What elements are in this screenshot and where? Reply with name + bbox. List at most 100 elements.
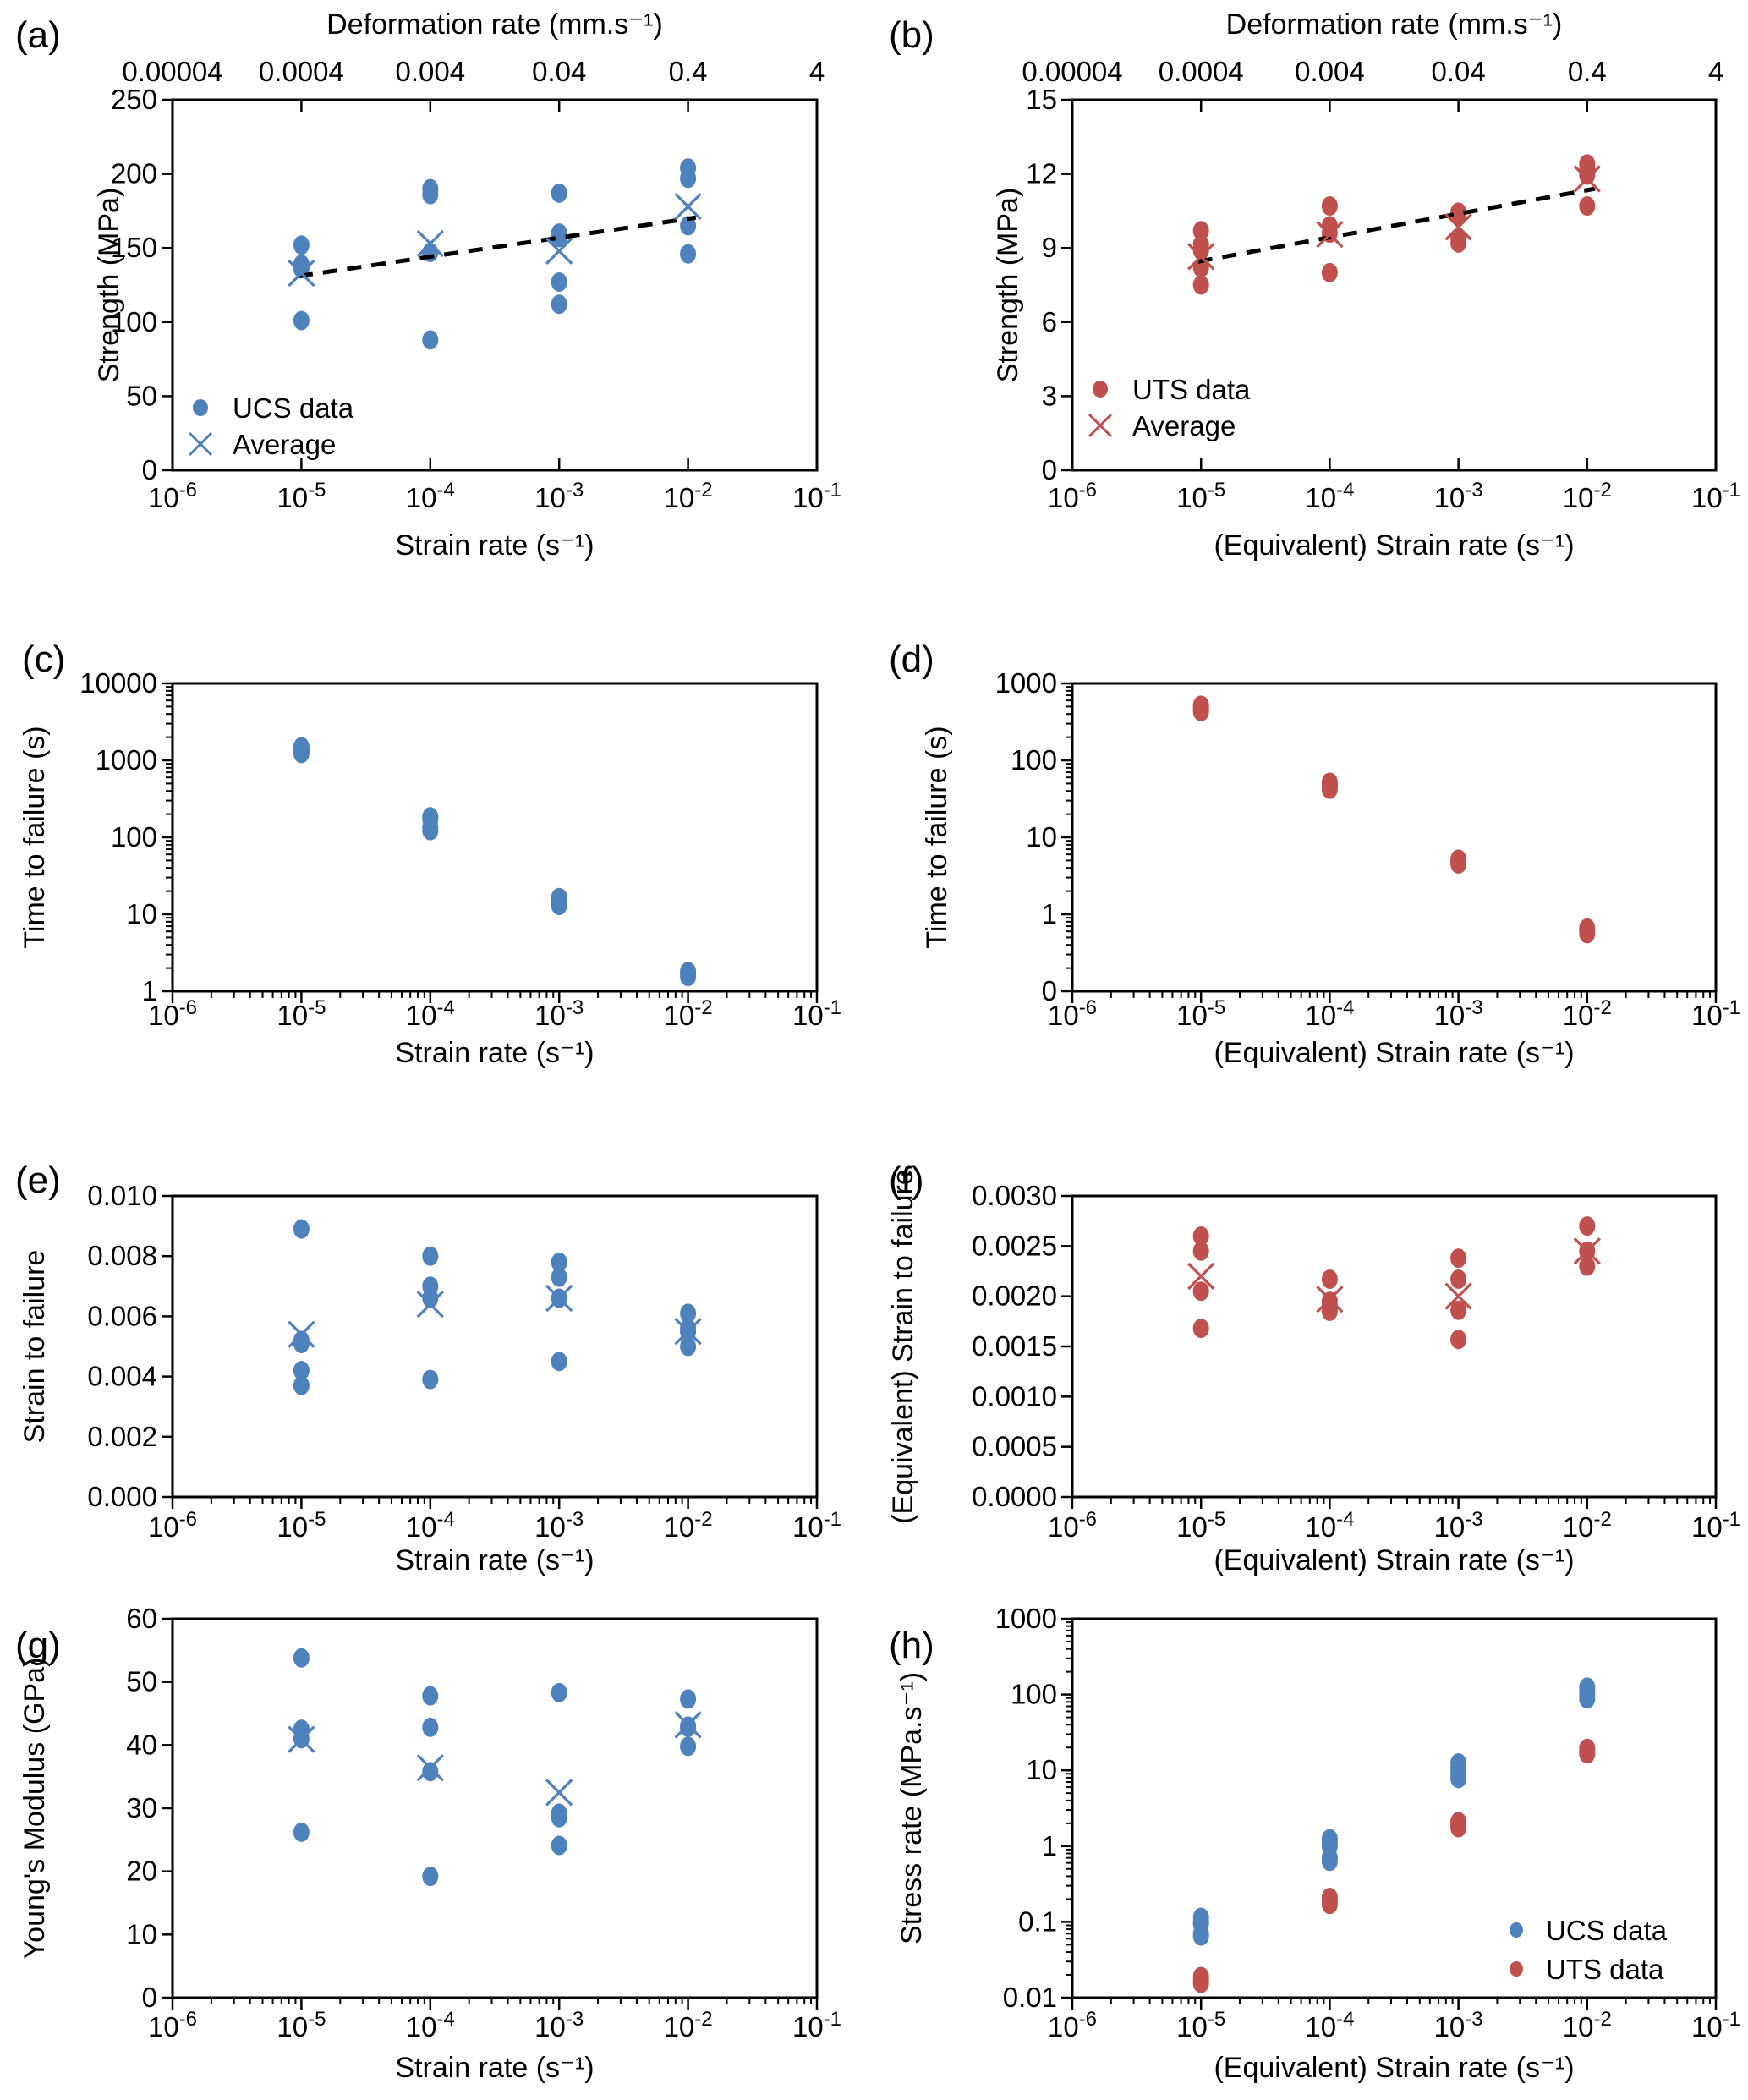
plot-box (171, 1194, 819, 1499)
panel-letter-e: (e) (15, 1160, 61, 1201)
data-point-uts (1450, 854, 1467, 875)
x-tick-label: 10-4 (406, 2008, 455, 2042)
y-tick-label: 10 (126, 898, 157, 929)
data-point-uts (1450, 233, 1467, 253)
y-tick-label: 10 (1026, 1754, 1057, 1785)
y-axis-title: Time to failure (s) (19, 726, 51, 948)
chart-h: (h) 10-6 10-5 10-4 10-3 10-2 10-1 (Equivalent) … (889, 1607, 1740, 2084)
data-point-uts (1450, 1269, 1467, 1289)
data-point-uts (1192, 221, 1209, 241)
panel-letter-c: (c) (22, 639, 65, 680)
x-tick-label: 10-5 (277, 2008, 326, 2042)
y-tick-label: 1000 (96, 744, 157, 776)
y-tick-label: 0 (1042, 454, 1057, 485)
data-point-uts (1450, 1248, 1467, 1269)
data-point-uts (1192, 275, 1209, 295)
y-tick-label: 0.002 (87, 1421, 157, 1452)
data-point-ucs (551, 1252, 567, 1272)
panel-b: (b) Deformation rate (mm.s⁻¹) 0.00004 0.000… (874, 0, 1748, 568)
y-tick-label: 0.0025 (972, 1230, 1057, 1261)
top-axis-tick-label: 0.004 (396, 56, 466, 87)
y-tick-label: 1 (1042, 898, 1057, 929)
x-tick-label: 10-6 (1048, 996, 1097, 1031)
data-point-uts (1450, 206, 1467, 226)
x-axis-title: (Equivalent) Strain rate (s⁻¹) (1214, 1544, 1574, 1576)
panel-letter-a: (a) (15, 14, 61, 56)
data-point-uts (1450, 1300, 1467, 1320)
y-tick-label: 100 (1011, 1679, 1057, 1710)
x-tick-label: 10-2 (664, 2008, 713, 2042)
data-point-ucs (293, 235, 310, 255)
x-tick-label: 10-1 (792, 479, 841, 513)
top-axis-title: Deformation rate (mm.s⁻¹) (1226, 8, 1563, 41)
top-axis-tick-label: 4 (809, 56, 825, 87)
x-tick-label: 10-6 (1048, 2008, 1097, 2042)
y-tick-label: 15 (1026, 84, 1057, 115)
data-point-uts (1192, 1973, 1209, 1993)
y-tick-label: 0.006 (87, 1300, 157, 1331)
x-tick-label: 10-2 (664, 1508, 713, 1543)
x-tick-label: 10-4 (406, 996, 455, 1031)
panel-letter-b: (b) (889, 14, 934, 56)
data-point-uts (1321, 1894, 1338, 1915)
plot-box (171, 1617, 819, 1999)
top-axis-tick-label: 4 (1708, 56, 1723, 87)
plot-box (171, 682, 819, 993)
data-point-ucs (551, 1807, 567, 1828)
legend-marker-dot (1093, 381, 1108, 398)
y-tick-label: 0.0010 (972, 1380, 1057, 1412)
y-tick-label: 3 (1042, 380, 1057, 411)
panel-a: (a) Deformation rate (mm.s⁻¹) 0.00004 0.000… (0, 0, 874, 568)
y-tick-label: 12 (1026, 158, 1057, 189)
y-tick-label: 250 (111, 84, 157, 115)
plot-box (1071, 1617, 1718, 1999)
legend-label: UTS data (1132, 374, 1251, 405)
chart-d: (d) 10-6 10-5 10-4 10-3 10-2 10-1 (Equivalent) … (889, 639, 1740, 1069)
x-tick-label: 10-3 (534, 2008, 584, 2042)
legend-label: Average (233, 429, 336, 460)
chart-a: (a) Deformation rate (mm.s⁻¹) 0.00004 0.000… (15, 8, 841, 562)
x-tick-label: 10-3 (534, 1508, 584, 1543)
y-tick-label: 50 (126, 1666, 157, 1697)
top-axis-tick-label: 0.0004 (1159, 56, 1244, 87)
data-point-ucs (551, 294, 567, 315)
x-tick-label: 10-5 (277, 996, 326, 1031)
panel-letter-d: (d) (889, 639, 934, 680)
data-point-uts (1192, 1281, 1209, 1302)
x-tick-label: 10-2 (1563, 996, 1612, 1031)
data-point-uts (1192, 1319, 1209, 1339)
data-point-ucs (293, 1360, 310, 1380)
legend-marker-dot (1510, 1961, 1523, 1977)
data-point-ucs (422, 1717, 439, 1737)
y-axis-title: Stress rate (MPa.s⁻¹) (896, 1672, 928, 1944)
x-tick-label: 10-5 (277, 1508, 326, 1543)
x-tick-label: 10-4 (1305, 1508, 1354, 1543)
plot-box (1071, 98, 1718, 472)
y-tick-label: 40 (126, 1729, 157, 1760)
data-point-ucs (422, 1867, 439, 1887)
data-point-ucs (293, 1333, 310, 1353)
y-tick-label: 0.008 (87, 1240, 157, 1271)
data-point-uts (1192, 1225, 1209, 1246)
y-tick-label: 0 (142, 454, 157, 485)
data-point-uts (1321, 1269, 1338, 1289)
data-point-uts (1192, 1241, 1209, 1261)
data-point-uts (1192, 701, 1209, 721)
y-tick-label: 0 (142, 1982, 157, 2013)
data-point-ucs (1321, 1851, 1338, 1872)
y-tick-label: 0.0015 (972, 1330, 1057, 1362)
y-tick-label: 60 (126, 1607, 157, 1634)
data-point-uts (1321, 779, 1338, 799)
data-point-uts (1579, 1256, 1596, 1276)
y-tick-label: 10000 (79, 667, 157, 699)
panel-h: (h) 10-6 10-5 10-4 10-3 10-2 10-1 (Equivalent) … (874, 1607, 1748, 2100)
y-tick-label: 50 (126, 380, 157, 411)
y-tick-label: 100 (111, 306, 157, 337)
top-axis-tick-label: 0.4 (1568, 56, 1607, 87)
y-tick-label: 150 (111, 232, 157, 263)
plot-box (1071, 1194, 1718, 1499)
x-tick-label: 10-4 (1305, 996, 1354, 1031)
data-point-ucs (551, 1682, 567, 1702)
y-axis-title: Strain to failure (19, 1250, 51, 1444)
data-point-ucs (551, 896, 567, 916)
